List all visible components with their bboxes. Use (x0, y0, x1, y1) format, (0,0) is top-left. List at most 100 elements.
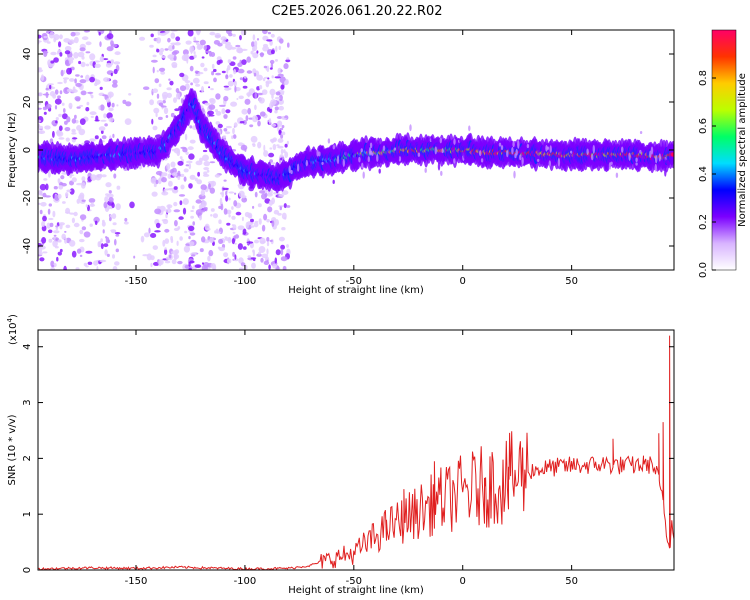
noise-speck (266, 65, 270, 73)
burst-speck (378, 168, 381, 174)
noise-speck (54, 98, 62, 105)
noise-speck (209, 31, 216, 36)
noise-speck (112, 254, 115, 259)
noise-speck (186, 160, 193, 164)
noise-speck (221, 40, 227, 44)
noise-speck (152, 245, 158, 251)
noise-speck (241, 216, 244, 222)
noise-speck (73, 211, 78, 217)
burst-speck (641, 154, 645, 162)
noise-speck (196, 44, 203, 50)
noise-speck (105, 182, 112, 188)
noise-speck (254, 220, 259, 223)
noise-speck (259, 111, 266, 117)
noise-speck (52, 210, 56, 218)
burst-speck (361, 162, 364, 169)
noise-speck (53, 230, 60, 234)
snr-scale-label: (x104) (6, 314, 19, 345)
snr-y-tick-label: 1 (22, 511, 33, 517)
noise-speck (170, 161, 176, 168)
burst-speck (635, 162, 638, 166)
noise-speck (266, 39, 273, 42)
noise-speck (169, 80, 174, 86)
burst-speck (417, 152, 421, 157)
noise-speck (224, 237, 232, 241)
snr-x-tick-label: -50 (346, 576, 362, 587)
noise-speck (185, 164, 189, 167)
noise-speck (277, 67, 282, 75)
noise-speck (169, 254, 172, 259)
noise-speck (246, 92, 252, 97)
noise-speck (79, 229, 84, 235)
noise-speck (270, 49, 275, 55)
spectrogram-x-tick-label: -150 (125, 276, 148, 287)
noise-speck (49, 222, 54, 228)
noise-speck (175, 36, 181, 42)
burst-speck (572, 155, 575, 163)
noise-speck (112, 79, 118, 85)
noise-speck (178, 216, 184, 220)
noise-speck (62, 113, 68, 120)
noise-speck (115, 203, 121, 211)
noise-speck (107, 239, 111, 244)
noise-speck (87, 261, 93, 265)
noise-speck (202, 149, 208, 153)
noise-speck (237, 142, 244, 146)
burst-speck (327, 138, 331, 144)
noise-speck (143, 232, 150, 238)
noise-speck (225, 74, 228, 78)
noise-speck (238, 257, 244, 264)
burst-speck (527, 158, 531, 164)
noise-speck (125, 101, 132, 107)
noise-speck (203, 67, 208, 72)
noise-speck (191, 205, 195, 210)
noise-speck (229, 61, 236, 66)
noise-speck (105, 193, 110, 196)
noise-speck (50, 266, 55, 270)
noise-speck (201, 236, 206, 243)
noise-speck (219, 197, 223, 205)
noise-speck (110, 59, 115, 64)
noise-speck (176, 92, 181, 100)
spectrogram-y-tick-label: 0 (22, 147, 33, 153)
noise-speck (195, 83, 201, 87)
noise-speck (186, 57, 189, 64)
noise-speck (172, 44, 175, 50)
noise-speck (254, 239, 259, 244)
noise-speck (110, 40, 114, 46)
noise-speck (48, 217, 54, 221)
noise-speck (38, 202, 41, 205)
noise-speck (252, 34, 256, 41)
noise-speck (189, 65, 194, 72)
noise-speck (199, 248, 204, 253)
noise-speck (225, 109, 231, 114)
noise-speck (193, 54, 197, 59)
noise-speck (188, 183, 193, 189)
noise-speck (42, 215, 47, 222)
noise-speck (84, 30, 90, 33)
spectrogram-x-tick-label: 0 (460, 276, 466, 287)
noise-speck (234, 85, 237, 93)
noise-speck (71, 217, 75, 224)
noise-speck (242, 228, 247, 235)
burst-speck (440, 170, 443, 176)
noise-speck (189, 45, 195, 53)
noise-speck (79, 79, 87, 84)
noise-speck (142, 254, 149, 257)
noise-speck (284, 143, 288, 148)
noise-speck (231, 215, 236, 220)
noise-speck (173, 209, 181, 213)
noise-speck (242, 246, 247, 250)
noise-speck (281, 125, 285, 129)
noise-speck (114, 238, 117, 246)
noise-speck (167, 187, 175, 191)
noise-speck (161, 55, 167, 59)
noise-speck (210, 52, 216, 57)
noise-speck (45, 87, 49, 91)
burst-speck (434, 146, 437, 155)
burst-speck (453, 158, 456, 164)
noise-speck (241, 195, 247, 199)
burst-speck (288, 158, 291, 166)
noise-speck (265, 81, 270, 88)
noise-speck (237, 225, 245, 231)
